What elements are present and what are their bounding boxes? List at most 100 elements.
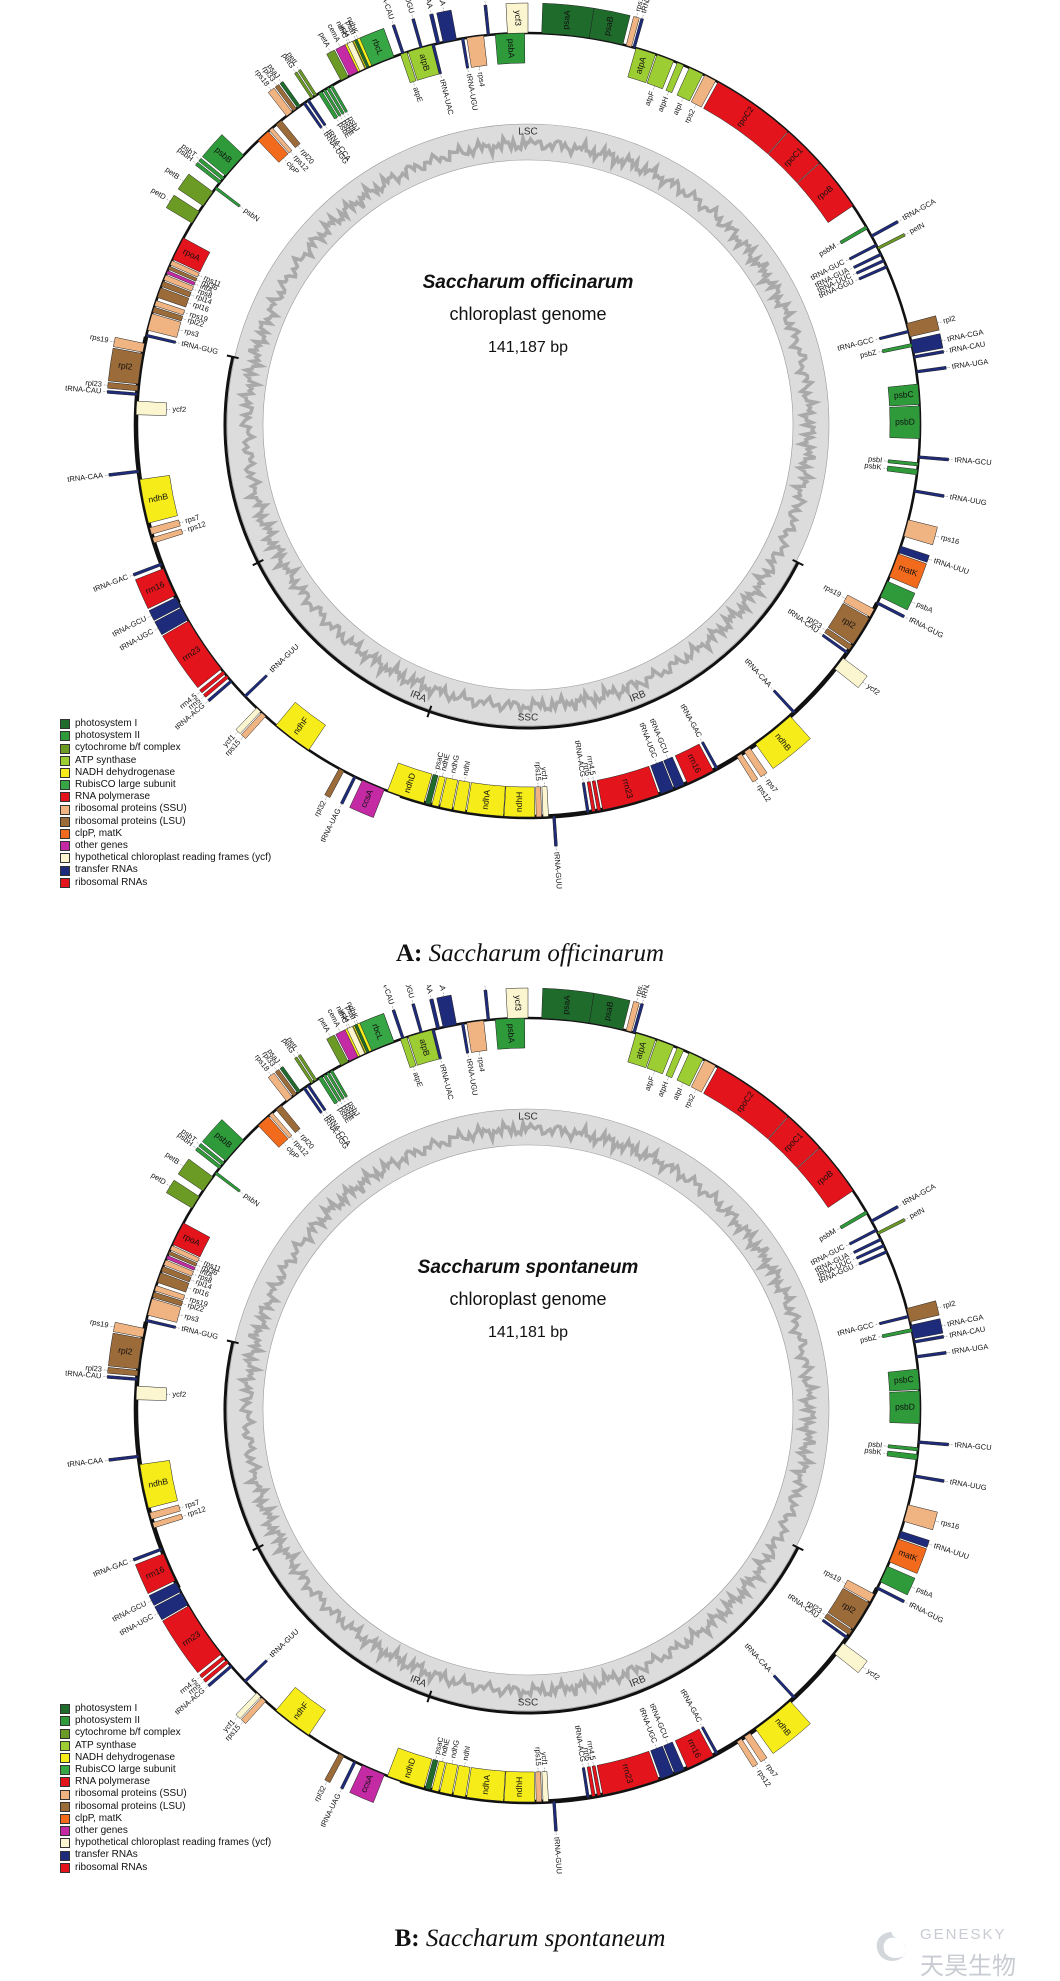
gene-label-rpl32: rpl32 (312, 799, 328, 818)
gene-tRNA-GUU (553, 1801, 558, 1831)
gene-tRNA-GCU (919, 456, 949, 461)
legend-swatch (60, 1814, 70, 1824)
gene-label-rps2: rps2 (682, 107, 697, 124)
gene-label-rps15: rps15 (533, 762, 543, 781)
legend-label: cytochrome b/f complex (75, 742, 181, 754)
gene-label-rps3: rps3 (183, 1312, 199, 1325)
gene-label-rps19: rps19 (89, 1317, 109, 1330)
caption-b-species: Saccharum spontaneum (426, 1925, 666, 1952)
legend-swatch (60, 841, 70, 851)
gene-label-tRNA-UUG: tRNA-UUG (949, 492, 987, 507)
gene-tRNA-GGU (859, 266, 888, 281)
legend-label: RubisCO large subunit (75, 1764, 176, 1776)
gene-rps16 (904, 520, 938, 545)
gene-rpl2 (907, 316, 940, 337)
gene-label-tRNA-fMet: tRNA-fMet (639, 0, 657, 14)
legend-label: ribosomal proteins (SSU) (75, 1788, 187, 1800)
legend-swatch (60, 1704, 70, 1714)
gene-label-ndhI: ndhI (461, 1745, 472, 1761)
gene-label-atpF: atpF (643, 1074, 657, 1092)
legend-label: photosystem II (75, 730, 140, 742)
gene-label-tRNA-CAU: tRNA-CAU (376, 985, 396, 1006)
legend-item: transfer RNAs (60, 864, 271, 876)
gene-label-tRNA-CAA: tRNA-CAA (743, 1642, 774, 1674)
legend-swatch (60, 853, 70, 863)
legend-swatch (60, 1838, 70, 1848)
gene-tRNA-GCU (919, 1441, 949, 1446)
gene-tRNA-UUC (856, 259, 884, 274)
gene-ycf2 (835, 1643, 867, 1673)
legend-item: ATP synthase (60, 755, 271, 767)
gene-label-ndhI: ndhI (461, 760, 472, 776)
gene-tRNA-CGA (911, 334, 943, 354)
legend-label: NADH dehydrogenase (75, 1752, 175, 1764)
legend-label: hypothetical chloroplast reading frames … (75, 1837, 271, 1849)
gene-psbZ (882, 1328, 912, 1337)
gene-label-tRNA-UGU: tRNA-UGU (398, 985, 417, 999)
gene-ycf1 (542, 787, 549, 817)
gene-psbM (840, 226, 868, 244)
gene-label-ycf2: ycf2 (865, 1667, 881, 1683)
gene-rps15 (536, 1772, 542, 1802)
gene-rps16 (904, 1505, 938, 1530)
gene-label-tRNA-UUG: tRNA-UUG (949, 1477, 987, 1492)
legend-swatch (60, 768, 70, 778)
legend-label: transfer RNAs (75, 1849, 138, 1861)
gene-label-rpl2: rpl2 (118, 1345, 134, 1357)
legend-swatch (60, 1863, 70, 1873)
gc-content-ring (227, 124, 829, 726)
gene-tRNA-UUG (914, 490, 944, 498)
gene-label-tRNA-GCU: tRNA-GCU (954, 455, 992, 467)
legend-swatch (60, 1729, 70, 1739)
legend-swatch (60, 1777, 70, 1787)
gene-tRNA-GCA (871, 220, 899, 237)
gene-rpl2 (907, 1301, 940, 1322)
gene-label-rps19: rps19 (822, 582, 843, 599)
legend-swatch (60, 792, 70, 802)
legend-swatch (60, 805, 70, 815)
gene-psbI (888, 1445, 918, 1451)
gene-psbK (887, 1451, 917, 1460)
gene-label-rps16: rps16 (940, 1518, 960, 1532)
legend-item: RNA polymerase (60, 791, 271, 803)
legend-label: other genes (75, 1825, 128, 1837)
gene-label-tRNA-GUG: tRNA-GUG (180, 1324, 219, 1341)
gene-label-tRNA-GUU: tRNA-GUU (552, 1837, 563, 1875)
gene-label-psbA: psbA (915, 1585, 934, 1600)
gene-label-psbZ: psbZ (859, 348, 878, 360)
gene-label-tRNA-GUG: tRNA-GUG (180, 339, 219, 356)
gene-label-atpI: atpI (671, 101, 684, 116)
gene-label-tRNA-CAA: tRNA-CAA (67, 1456, 104, 1469)
gene-label-atpE: atpE (411, 1071, 424, 1088)
gene-ycf2 (136, 1386, 167, 1400)
region-label-ssc: SSC (518, 713, 539, 724)
gene-tRNA-GUU (244, 1660, 267, 1683)
gene-rpl20 (276, 1105, 300, 1132)
gene-label-tRNA-GAC: tRNA-GAC (92, 572, 130, 594)
gene-label-tRNA-UGU: tRNA-UGU (398, 0, 417, 14)
gene-tRNA-GGU (859, 1251, 888, 1266)
gene-label-psbZ: psbZ (859, 1333, 878, 1345)
gene-label-ndhH: ndhH (514, 1777, 524, 1798)
legend-item: other genes (60, 1825, 271, 1837)
legend-label: other genes (75, 840, 128, 852)
gene-label-psbD: psbD (895, 417, 915, 427)
gene-label-tRNA-GUG: tRNA-GUG (908, 1600, 946, 1625)
genome-size: 141,181 bp (488, 1324, 568, 1341)
gene-label-psbN: psbN (242, 1191, 261, 1209)
legend-item: clpP, matK (60, 828, 271, 840)
gene-ycf2 (136, 401, 167, 415)
gene-tRNA-CGA (911, 1319, 943, 1339)
gene-tRNA-CAA (109, 470, 139, 476)
gene-label-psbK: psbK (864, 1446, 882, 1457)
legend-label: photosystem I (75, 1703, 137, 1715)
gene-label-tRNA-GUG: tRNA-GUG (908, 615, 946, 640)
gene-label-ycf3: ycf3 (513, 10, 523, 26)
ir-backbone (136, 337, 179, 603)
legend-swatch (60, 756, 70, 766)
gene-psbZ (882, 343, 912, 352)
gene-psbI (888, 460, 918, 466)
legend-label: NADH dehydrogenase (75, 767, 175, 779)
gene-label-tRNA-ACG: tRNA-ACG (573, 740, 588, 778)
legend-swatch (60, 1790, 70, 1800)
